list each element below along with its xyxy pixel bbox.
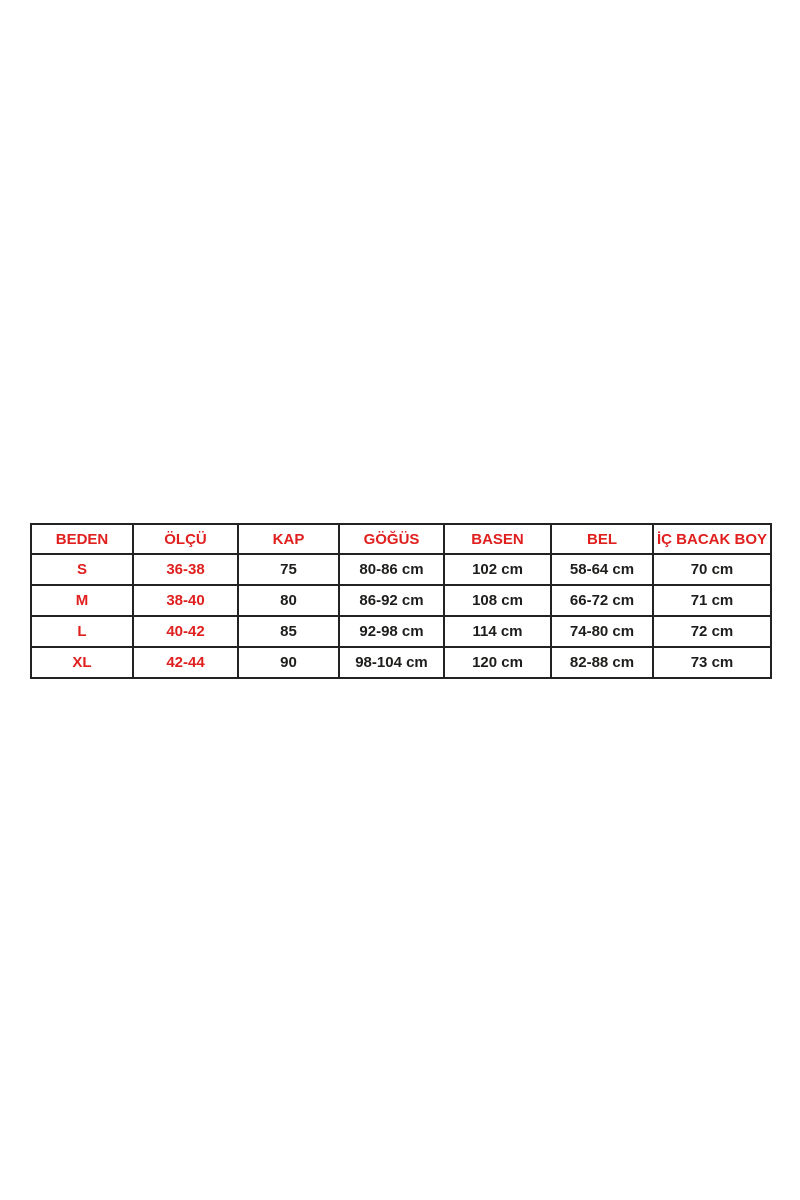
table-cell: 71 cm xyxy=(652,584,772,617)
column-header: ÖLÇÜ xyxy=(132,523,239,555)
size-cell: S xyxy=(30,553,134,586)
table-cell: 75 xyxy=(237,553,340,586)
table-cell: 82-88 cm xyxy=(550,646,654,679)
table-cell: 102 cm xyxy=(443,553,552,586)
table-cell: 38-40 xyxy=(132,584,239,617)
table-row: XL 42-44 90 98-104 cm 120 cm 82-88 cm 73 cm xyxy=(30,646,772,679)
table-row: M 38-40 80 86-92 cm 108 cm 66-72 cm 71 cm xyxy=(30,584,772,617)
table-cell: 90 xyxy=(237,646,340,679)
table-cell: 80-86 cm xyxy=(338,553,445,586)
table-cell: 58-64 cm xyxy=(550,553,654,586)
table-cell: 114 cm xyxy=(443,615,552,648)
column-header: KAP xyxy=(237,523,340,555)
table-cell: 40-42 xyxy=(132,615,239,648)
table-row: L 40-42 85 92-98 cm 114 cm 74-80 cm 72 cm xyxy=(30,615,772,648)
table-cell: 36-38 xyxy=(132,553,239,586)
table-cell: 108 cm xyxy=(443,584,552,617)
table-cell: 72 cm xyxy=(652,615,772,648)
table-cell: 42-44 xyxy=(132,646,239,679)
table-cell: 73 cm xyxy=(652,646,772,679)
table-cell: 66-72 cm xyxy=(550,584,654,617)
size-cell: L xyxy=(30,615,134,648)
column-header: BEL xyxy=(550,523,654,555)
table-cell: 74-80 cm xyxy=(550,615,654,648)
column-header: BEDEN xyxy=(30,523,134,555)
table-row: S 36-38 75 80-86 cm 102 cm 58-64 cm 70 cm xyxy=(30,553,772,586)
table-cell: 80 xyxy=(237,584,340,617)
table-cell: 85 xyxy=(237,615,340,648)
table-cell: 98-104 cm xyxy=(338,646,445,679)
table-cell: 120 cm xyxy=(443,646,552,679)
column-header: BASEN xyxy=(443,523,552,555)
table-cell: 92-98 cm xyxy=(338,615,445,648)
table-cell: 86-92 cm xyxy=(338,584,445,617)
table-header-row: BEDEN ÖLÇÜ KAP GÖĞÜS BASEN BEL İÇ BACAK BOY xyxy=(30,523,772,555)
table-cell: 70 cm xyxy=(652,553,772,586)
column-header: İÇ BACAK BOY xyxy=(652,523,772,555)
size-cell: XL xyxy=(30,646,134,679)
size-cell: M xyxy=(30,584,134,617)
column-header: GÖĞÜS xyxy=(338,523,445,555)
